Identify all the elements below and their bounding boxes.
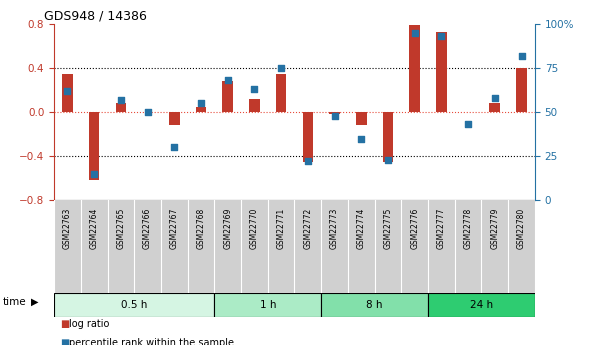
Point (517, 53, 526, 59)
Text: GSM22770: GSM22770 (250, 208, 259, 249)
Text: GSM22777: GSM22777 (437, 208, 446, 249)
Bar (276, 73, 287, 112)
Bar (383, 112, 393, 161)
Text: GSM22776: GSM22776 (410, 208, 419, 249)
Text: GSM22779: GSM22779 (490, 208, 499, 249)
Point (169, 145, 179, 150)
Bar (436, 32, 447, 112)
Point (196, 101, 206, 106)
Point (63, 88, 72, 94)
Bar (89, 112, 100, 180)
Point (463, 122, 473, 127)
Text: GSM22769: GSM22769 (223, 208, 232, 249)
Bar (321, 293, 428, 317)
Point (116, 97, 126, 102)
Bar (516, 68, 527, 112)
Point (436, 34, 446, 39)
Point (223, 78, 233, 83)
Bar (356, 112, 367, 125)
Point (330, 113, 340, 118)
Text: ▶: ▶ (31, 297, 38, 307)
Text: log ratio: log ratio (69, 319, 109, 329)
Point (356, 136, 366, 141)
Bar (196, 107, 206, 112)
Text: GDS948 / 14386: GDS948 / 14386 (44, 10, 147, 23)
Bar (302, 112, 313, 161)
Bar (215, 293, 321, 317)
Text: 1 h: 1 h (260, 300, 276, 310)
Text: ■: ■ (60, 338, 69, 345)
Text: ■: ■ (60, 319, 69, 329)
Point (249, 87, 259, 92)
Bar (54, 293, 215, 317)
Text: time: time (3, 297, 26, 307)
Bar (489, 104, 500, 112)
Point (143, 109, 153, 115)
Text: GSM22763: GSM22763 (63, 208, 72, 249)
Text: GSM22778: GSM22778 (463, 208, 472, 249)
Bar (62, 73, 73, 112)
Text: GSM22774: GSM22774 (357, 208, 366, 249)
Point (303, 159, 313, 164)
Text: GSM22767: GSM22767 (170, 208, 178, 249)
Text: GSM22773: GSM22773 (330, 208, 339, 249)
Text: GSM22771: GSM22771 (276, 208, 285, 249)
Point (490, 95, 499, 101)
Text: GSM22772: GSM22772 (304, 208, 313, 249)
Bar (222, 81, 233, 112)
Point (383, 157, 393, 162)
Bar (115, 104, 126, 112)
Text: 0.5 h: 0.5 h (121, 300, 147, 310)
Point (410, 30, 419, 36)
Point (276, 66, 286, 71)
Text: GSM22780: GSM22780 (517, 208, 526, 249)
Bar (428, 293, 535, 317)
Bar (249, 99, 260, 112)
Text: GSM22768: GSM22768 (197, 208, 206, 249)
Text: percentile rank within the sample: percentile rank within the sample (69, 338, 234, 345)
Point (90, 171, 99, 177)
Text: GSM22766: GSM22766 (143, 208, 152, 249)
Text: GSM22775: GSM22775 (383, 208, 392, 249)
Bar (329, 112, 340, 114)
Bar (169, 112, 180, 125)
Text: GSM22765: GSM22765 (117, 208, 126, 249)
Text: GSM22764: GSM22764 (90, 208, 99, 249)
Text: 24 h: 24 h (470, 300, 493, 310)
Bar (409, 25, 420, 112)
Text: 8 h: 8 h (367, 300, 383, 310)
